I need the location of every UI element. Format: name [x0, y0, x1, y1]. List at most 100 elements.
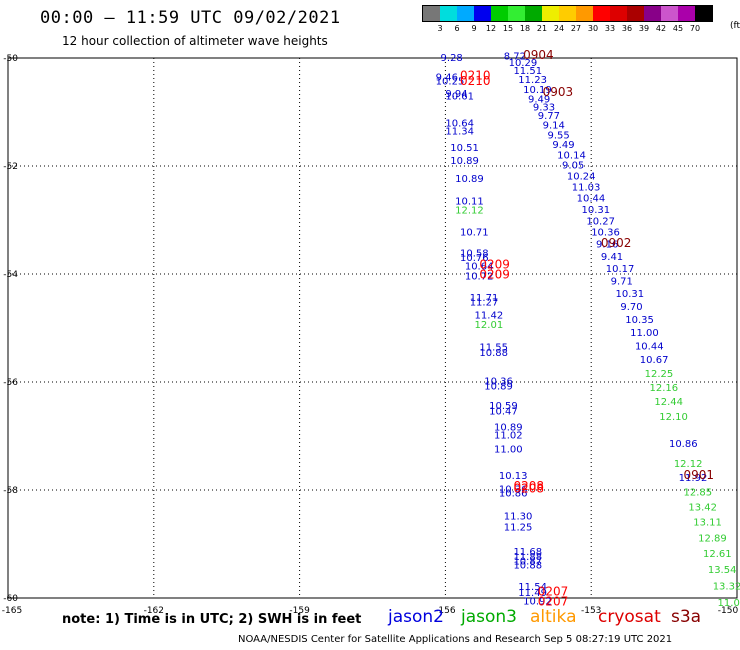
- data-point-label: 9.94: [445, 89, 467, 100]
- color-swatch: [695, 6, 712, 21]
- time-label: 0208: [513, 479, 544, 493]
- time-label: 0207: [538, 595, 569, 609]
- y-tick-label: -52: [3, 162, 18, 172]
- data-point-label: 10.11: [455, 196, 484, 207]
- data-point-label: 10.58: [460, 249, 489, 260]
- time-label: 0209: [479, 258, 510, 272]
- data-point-label: 10.19: [523, 85, 552, 96]
- time-label: 0207: [538, 584, 569, 598]
- data-point-label: 10.64: [465, 262, 494, 273]
- footnote: note: 1) Time is in UTC; 2) SWH is in fe…: [62, 612, 362, 627]
- data-point-label: 10.72: [465, 271, 494, 282]
- color-scale-label: 18: [519, 24, 531, 33]
- data-point-label: 11.03: [572, 182, 601, 193]
- time-label: 0210: [460, 74, 491, 88]
- data-point-label: 9.77: [538, 111, 560, 122]
- data-point-label: 10.44: [635, 342, 664, 353]
- color-swatch: [491, 6, 508, 21]
- x-tick-label: -153: [581, 606, 601, 616]
- y-tick-label: -50: [3, 54, 18, 64]
- color-scale-label: 12: [485, 24, 497, 33]
- data-point-label: 10.27: [586, 216, 615, 227]
- data-point-label: 13.42: [688, 503, 717, 514]
- data-point-label: 9.49: [528, 94, 550, 105]
- x-tick-label: -165: [2, 606, 22, 616]
- data-point-label: 12.44: [654, 397, 683, 408]
- color-swatch: [423, 6, 440, 21]
- color-scale-swatches: [422, 5, 713, 22]
- data-point-label: 11.68: [513, 547, 542, 558]
- data-point-label: 10.24: [567, 172, 596, 183]
- data-point-label: 10.47: [489, 406, 518, 417]
- data-point-label: 13.32: [713, 581, 740, 592]
- data-point-label: 11.0: [718, 598, 740, 609]
- data-point-label: 10.36: [499, 485, 528, 496]
- data-point-label: 10.36: [484, 377, 513, 388]
- color-scale-label: 45: [672, 24, 684, 33]
- data-point-label: 12.85: [684, 487, 713, 498]
- data-point-label: 10.31: [616, 289, 645, 300]
- data-point-label: 10.35: [625, 315, 654, 326]
- color-scale-label: 70: [689, 24, 701, 33]
- color-scale-label: 21: [536, 24, 548, 33]
- data-point-label: 12.89: [698, 533, 727, 544]
- color-swatch: [610, 6, 627, 21]
- data-point-label: 10.87: [513, 557, 542, 568]
- color-scale-labels: 3 6 9 12 15 18 21 24 27 30 33 36 39 42 45 70: [422, 22, 713, 34]
- color-scale-label: 36: [621, 24, 633, 33]
- data-point-label: 11.71: [470, 293, 499, 304]
- unit-label: (ft): [730, 21, 740, 31]
- data-point-label: 10.61: [445, 92, 474, 103]
- legend-item-cryosat: cryosat: [598, 607, 661, 627]
- color-swatch: [457, 6, 474, 21]
- data-point-label: 10.71: [460, 228, 489, 239]
- data-point-label: 10.89: [494, 423, 523, 434]
- legend-item-jason2: jason2: [388, 607, 444, 627]
- data-point-label: 11.42: [475, 310, 504, 321]
- color-scale-label: 39: [638, 24, 650, 33]
- data-point-label: 12.25: [645, 369, 674, 380]
- legend-item-altika: altika: [530, 607, 577, 627]
- data-point-label: 11.49: [518, 588, 547, 599]
- color-swatch: [440, 6, 457, 21]
- x-tick-label: -156: [435, 606, 456, 616]
- data-point-label: 11.25: [504, 523, 533, 534]
- data-point-label: 9.41: [601, 252, 623, 263]
- color-scale-label: 15: [502, 24, 514, 33]
- data-point-label: 11.00: [494, 445, 523, 456]
- data-point-label: 8.72: [504, 52, 526, 63]
- color-swatch: [627, 6, 644, 21]
- color-swatch: [525, 6, 542, 21]
- data-point-label: 9.71: [611, 276, 633, 287]
- data-point-label: 13.11: [693, 518, 722, 529]
- color-swatch: [661, 6, 678, 21]
- data-point-label: 10.89: [455, 174, 484, 185]
- data-point-label: 10.51: [450, 143, 479, 154]
- data-point-label: 11.34: [445, 127, 474, 138]
- data-point-label: 10.89: [450, 156, 479, 167]
- data-point-label: 12.01: [475, 320, 504, 331]
- plot-frame: [7, 57, 738, 599]
- credit-line: NOAA/NESDIS Center for Satellite Applica…: [238, 634, 673, 645]
- data-point-label: 10.88: [479, 348, 508, 359]
- data-point-label: 10.59: [489, 401, 518, 412]
- data-point-label: 11.51: [513, 66, 542, 77]
- color-scale-label: 3: [437, 24, 443, 33]
- data-point-label: 11.27: [470, 297, 499, 308]
- data-point-label: 11.23: [518, 75, 547, 86]
- data-point-label: 10.67: [640, 355, 669, 366]
- data-point-label: 10.44: [577, 194, 606, 205]
- chart-subtitle: 12 hour collection of altimeter wave hei…: [62, 34, 328, 48]
- color-scale-label: 9: [471, 24, 477, 33]
- data-point-label: 11.30: [504, 512, 533, 523]
- color-swatch: [474, 6, 491, 21]
- chart-title: 00:00 – 11:59 UTC 09/02/2021: [40, 8, 341, 28]
- data-point-label: 10.89: [484, 382, 513, 393]
- data-point-label: 10.17: [606, 264, 635, 275]
- time-label: 0903: [543, 85, 574, 99]
- data-point-label: 10.86: [499, 488, 528, 499]
- data-point-label: 10.14: [557, 150, 586, 161]
- color-swatch: [593, 6, 610, 21]
- y-tick-label: -58: [3, 486, 18, 496]
